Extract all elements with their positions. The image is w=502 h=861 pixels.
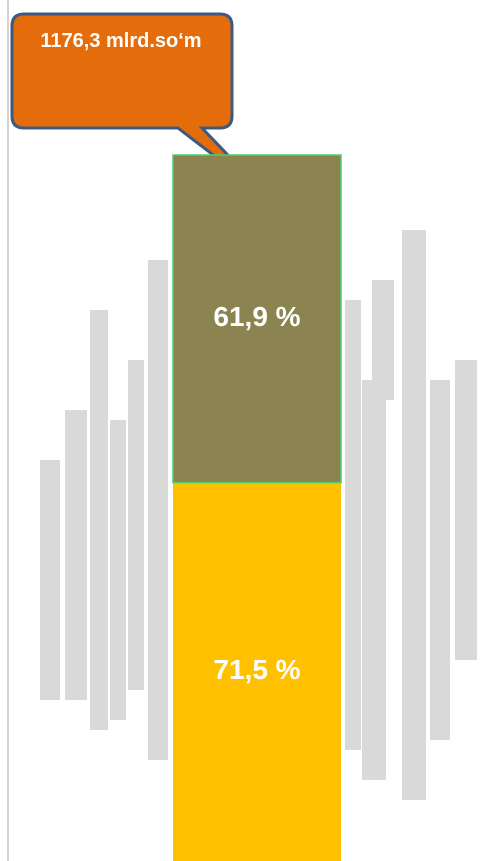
page: 71,5 % 61,9 % 1176,3 mlrd.so‘m [0, 0, 502, 861]
chart: 71,5 % 61,9 % [0, 0, 502, 861]
data-label: 61,9 % [213, 301, 300, 332]
data-label: 71,5 % [213, 654, 300, 685]
annotation: 1176,3 mlrd.so‘m [40, 28, 202, 54]
